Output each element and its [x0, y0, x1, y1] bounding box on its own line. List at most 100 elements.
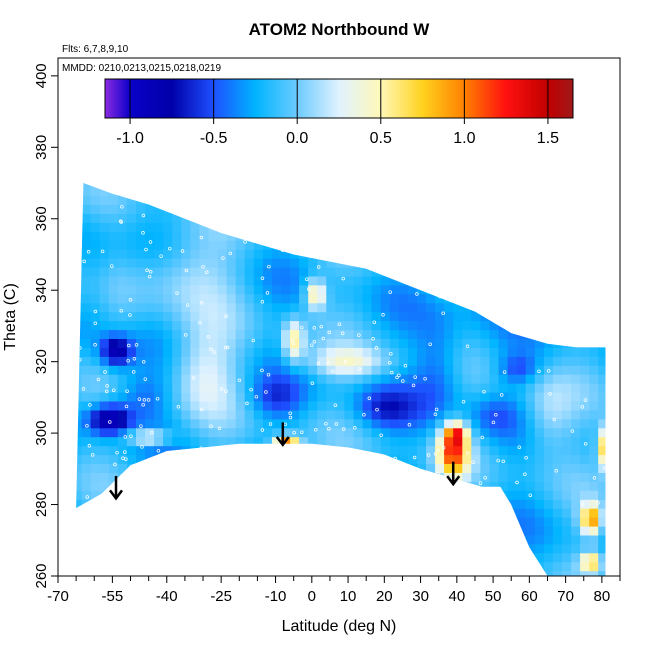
heatmap-cell: [290, 284, 300, 295]
heatmap-cell: [126, 526, 137, 536]
heatmap-cell: [217, 293, 228, 304]
heatmap-cell: [76, 231, 83, 241]
heatmap-cell: [498, 311, 509, 322]
heatmap-cell: [353, 392, 364, 402]
heatmap-cell: [607, 464, 617, 474]
heatmap-cell: [562, 517, 572, 527]
heatmap-cell: [507, 338, 518, 348]
heatmap-cell: [199, 463, 210, 473]
heatmap-cell: [534, 302, 545, 313]
heatmap-cell: [335, 195, 346, 205]
heatmap-cell: [516, 427, 527, 438]
heatmap-cell: [299, 293, 309, 304]
sample-point: [249, 387, 253, 392]
heatmap-cell: [607, 446, 617, 456]
heatmap-cell: [163, 275, 173, 286]
heatmap-cell: [371, 293, 382, 304]
heatmap-cell: [335, 267, 346, 277]
heatmap-cell: [208, 275, 219, 286]
heatmap-cell: [262, 383, 273, 393]
heatmap-cell: [516, 311, 527, 322]
heatmap-cell: [525, 436, 536, 447]
heatmap-cell: [380, 517, 391, 527]
heatmap-cell: [208, 320, 219, 331]
sample-point: [113, 462, 117, 467]
heatmap-cell: [108, 472, 119, 482]
heatmap-cell: [136, 552, 146, 563]
sample-point: [82, 259, 86, 264]
heatmap-cell: [580, 258, 590, 268]
heatmap-cell: [235, 517, 246, 527]
heatmap-cell: [543, 499, 554, 509]
heatmap-cell: [353, 454, 364, 464]
heatmap-cell: [507, 183, 518, 188]
heatmap-cell: [199, 401, 210, 411]
heatmap-cell: [607, 374, 617, 384]
heatmap-cell: [380, 543, 391, 554]
sample-point: [288, 411, 292, 416]
heatmap-cell: [226, 293, 237, 304]
heatmap-cell: [580, 409, 590, 420]
heatmap-cell: [253, 401, 264, 411]
heatmap-cell: [326, 463, 336, 473]
heatmap-cell: [562, 302, 572, 313]
heatmap-cell: [589, 267, 599, 277]
heatmap-cell: [389, 240, 400, 250]
heatmap-cell: [344, 409, 355, 420]
heatmap-cell: [516, 293, 527, 304]
heatmap-cell: [108, 267, 119, 277]
heatmap-cell: [507, 454, 518, 464]
heatmap-cell: [589, 183, 599, 188]
heatmap-cell: [235, 454, 246, 464]
heatmap-cell: [172, 231, 182, 241]
heatmap-cell: [516, 445, 527, 456]
heatmap-cell: [253, 258, 264, 268]
heatmap-cell: [407, 356, 418, 366]
heatmap-cell: [344, 183, 355, 188]
heatmap-cell: [199, 526, 210, 536]
heatmap-cell: [208, 418, 219, 429]
heatmap-cell: [371, 186, 382, 197]
x-tick-label: -40: [156, 588, 178, 605]
heatmap-cell: [471, 517, 481, 527]
heatmap-cell: [226, 284, 237, 295]
heatmap-cell: [562, 186, 572, 197]
heatmap-cell: [181, 454, 191, 464]
sample-point: [264, 390, 268, 394]
sample-point: [85, 495, 90, 499]
heatmap-cell: [353, 427, 364, 438]
heatmap-cell: [453, 454, 463, 464]
heatmap-cell: [217, 374, 228, 384]
heatmap-cell: [235, 508, 246, 518]
heatmap-cell: [326, 454, 336, 464]
heatmap-cell: [308, 231, 318, 241]
colorbar-tick-label: 0.5: [370, 130, 392, 147]
heatmap-cell: [262, 409, 273, 420]
heatmap-cell: [163, 418, 173, 429]
heatmap-cell: [507, 365, 518, 375]
heatmap-cell: [607, 222, 617, 232]
heatmap-cell: [317, 552, 327, 563]
heatmap-cell: [271, 445, 282, 456]
heatmap-cell: [562, 195, 572, 205]
heatmap-cell: [552, 490, 563, 500]
heatmap-cell: [99, 275, 110, 286]
heatmap-cell: [108, 392, 119, 402]
heatmap-cell: [498, 195, 509, 205]
heatmap-cell: [226, 204, 237, 214]
heatmap-cell: [218, 169, 228, 179]
heatmap-cell: [235, 526, 246, 536]
heatmap-cell: [562, 534, 572, 545]
sample-point: [436, 448, 440, 453]
chart-title: ATOM2 Northbound W: [249, 20, 431, 39]
heatmap-cell: [380, 365, 391, 375]
heatmap-cell: [117, 347, 128, 357]
heatmap-cell: [543, 356, 554, 366]
sample-point: [414, 236, 418, 240]
heatmap-cell: [190, 338, 200, 348]
sample-point: [121, 480, 126, 485]
heatmap-cell: [154, 284, 164, 295]
heatmap-cell: [598, 427, 606, 438]
heatmap-cell: [489, 561, 500, 572]
sample-point: [575, 190, 579, 195]
